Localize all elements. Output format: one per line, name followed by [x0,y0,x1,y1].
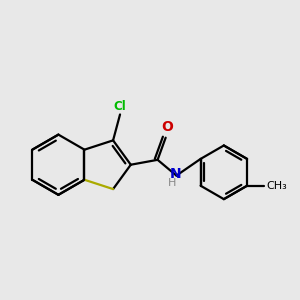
Text: O: O [161,120,173,134]
Text: N: N [170,167,182,181]
Text: Cl: Cl [114,100,126,113]
Text: H: H [168,178,176,188]
Text: CH₃: CH₃ [266,181,287,191]
